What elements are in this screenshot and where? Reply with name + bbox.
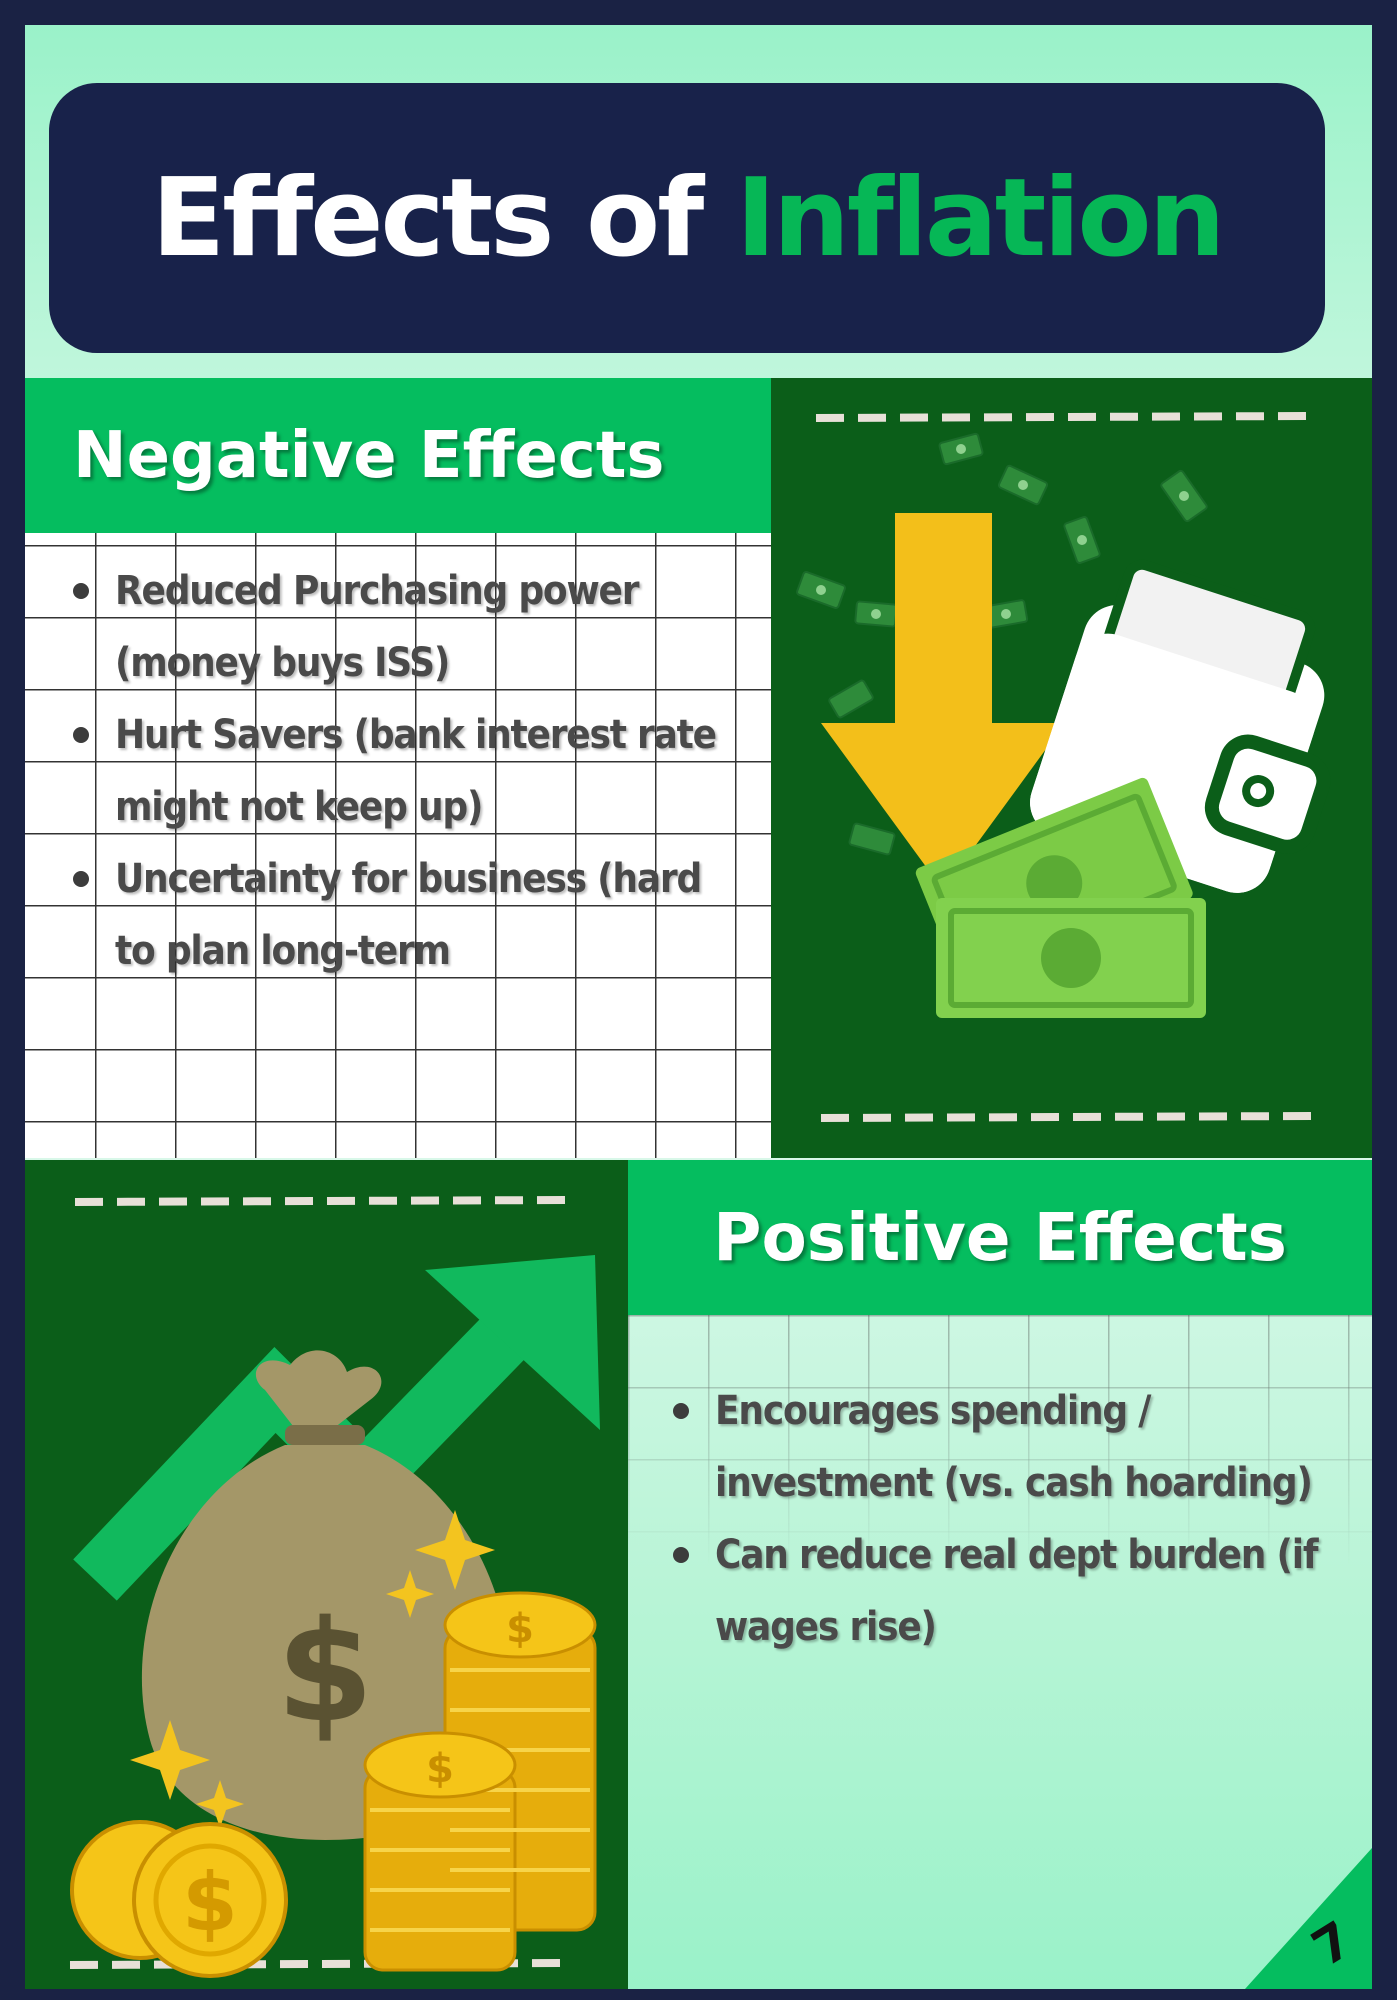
positive-grid-panel [628,1315,1372,1565]
negative-effects-heading: Negative Effects [25,378,771,533]
positive-effects-list: Encourages spending / investment (vs. ca… [655,1375,1355,1663]
negative-grid-panel [25,533,771,1158]
list-item: Hurt Savers (bank interest rate might no… [55,699,745,843]
page-title: Effects of Inflation [151,155,1226,281]
money-bag-coins-up-arrow-icon: $ [69,1196,600,1978]
svg-text:$: $ [506,1606,534,1652]
list-item: Reduced Purchasing power (money buys ISS… [55,555,745,699]
positive-effects-heading: Positive Effects [628,1160,1372,1315]
svg-text:$: $ [276,1591,373,1754]
list-item: Uncertainty for business (hard to plan l… [55,843,745,987]
page-corner-tab [1245,1848,1372,1989]
svg-text:$: $ [426,1746,454,1792]
list-item: Can reduce real dept burden (if wages ri… [655,1519,1355,1663]
positive-illustration-panel: $ [25,1160,628,1989]
infographic-page: Effects of Inflation Negative Effects Re… [25,25,1372,1989]
svg-text:$: $ [182,1856,238,1949]
negative-effects-list: Reduced Purchasing power (money buys ISS… [55,555,745,987]
title-text: Effects of [151,155,704,281]
list-item: Encourages spending / investment (vs. ca… [655,1375,1355,1519]
down-arrow-wallet-money-icon [796,412,1331,1122]
title-accent-text: Inflation [735,155,1226,281]
title-banner: Effects of Inflation [49,83,1325,353]
negative-illustration-panel [771,378,1372,1158]
